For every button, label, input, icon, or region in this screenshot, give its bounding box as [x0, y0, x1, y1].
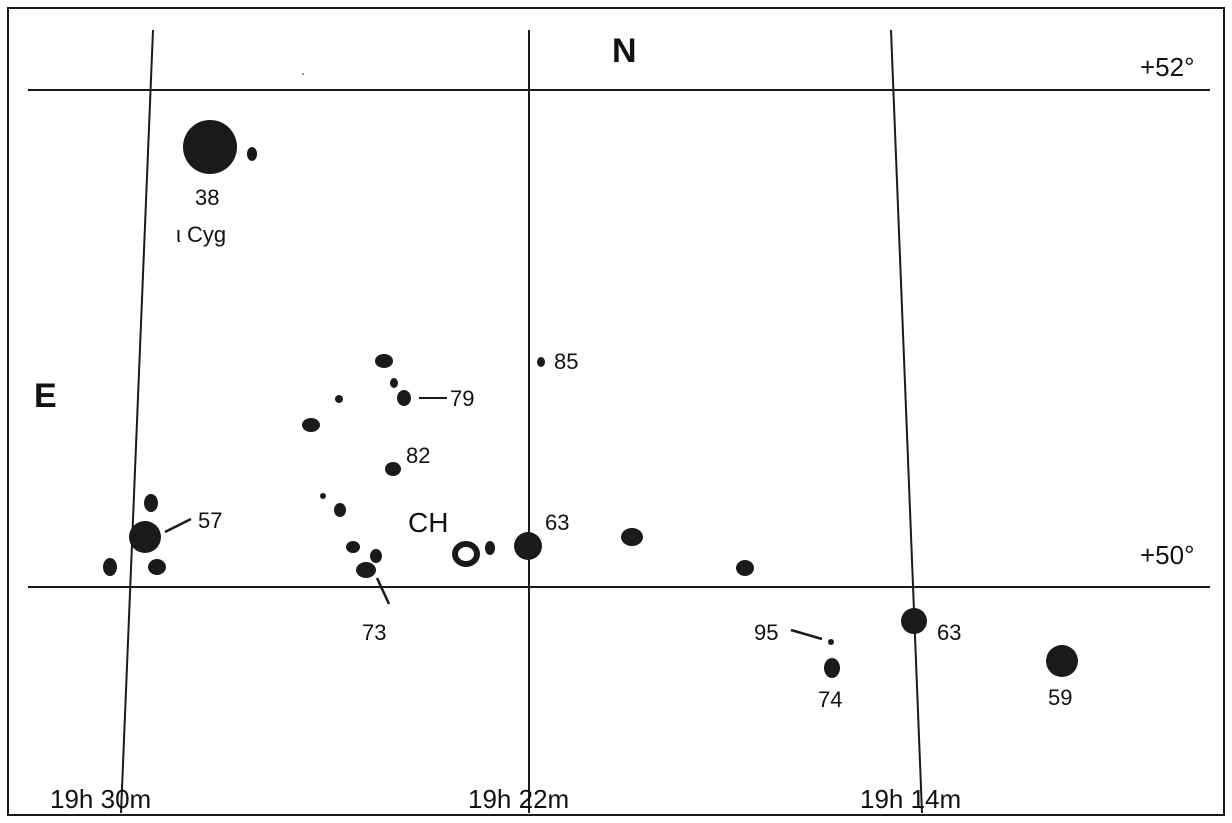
chart-frame: [7, 7, 1225, 816]
star-label-57: 57: [198, 508, 222, 533]
star-74: [824, 658, 840, 678]
star-dot: [302, 418, 320, 432]
star-dot: [335, 395, 343, 403]
star-82: [385, 462, 401, 476]
speck: [302, 73, 304, 75]
north-label: N: [612, 32, 637, 70]
star-dot: [375, 354, 393, 368]
star-dot: [736, 560, 754, 576]
star-57: [129, 521, 161, 553]
star-dot: [621, 528, 643, 546]
star-85: [537, 357, 545, 367]
star-label-38: 38: [195, 185, 219, 210]
star-label-74: 74: [818, 687, 842, 712]
east-label: E: [34, 377, 57, 415]
star-59: [1046, 645, 1078, 677]
star-dot: [320, 493, 326, 499]
star-label-63-a: 63: [545, 510, 569, 535]
star-iota-cyg: [183, 120, 237, 174]
star-dot: [103, 558, 117, 576]
star-label-95: 95: [754, 620, 778, 645]
star-dot: [390, 378, 398, 388]
star-dot: [334, 503, 346, 517]
star-label-82: 82: [406, 443, 430, 468]
ra-label-19h14m: 19h 14m: [860, 784, 961, 814]
ra-line-19h14m: [890, 29, 923, 814]
star-73: [356, 562, 376, 578]
star-label-79: 79: [450, 386, 474, 411]
leader-line-57: [164, 517, 192, 534]
star-63-a: [514, 532, 542, 560]
leader-line-95: [790, 628, 823, 641]
target-label-ch: CH: [408, 507, 448, 538]
target-ring-ch: [452, 541, 480, 567]
ra-label-19h22m: 19h 22m: [468, 784, 569, 814]
declination-label-52: +52°: [1140, 52, 1195, 82]
star-63-b: [901, 608, 927, 634]
star-dot: [485, 541, 495, 555]
star-79: [397, 390, 411, 406]
star-label-59: 59: [1048, 685, 1072, 710]
leader-line-73: [375, 577, 391, 605]
star-dot: [370, 549, 382, 563]
star-dot: [148, 559, 166, 575]
star-name-iota-cyg: ι Cyg: [176, 222, 226, 247]
ra-line-19h30m: [120, 29, 154, 814]
star-dot: [247, 147, 257, 161]
star-label-63-b: 63: [937, 620, 961, 645]
star-95: [828, 639, 834, 645]
star-dot: [144, 494, 158, 512]
star-label-85: 85: [554, 349, 578, 374]
ra-label-19h30m: 19h 30m: [50, 784, 151, 814]
star-label-73: 73: [362, 620, 386, 645]
star-dot: [346, 541, 360, 553]
declination-label-50: +50°: [1140, 540, 1195, 570]
